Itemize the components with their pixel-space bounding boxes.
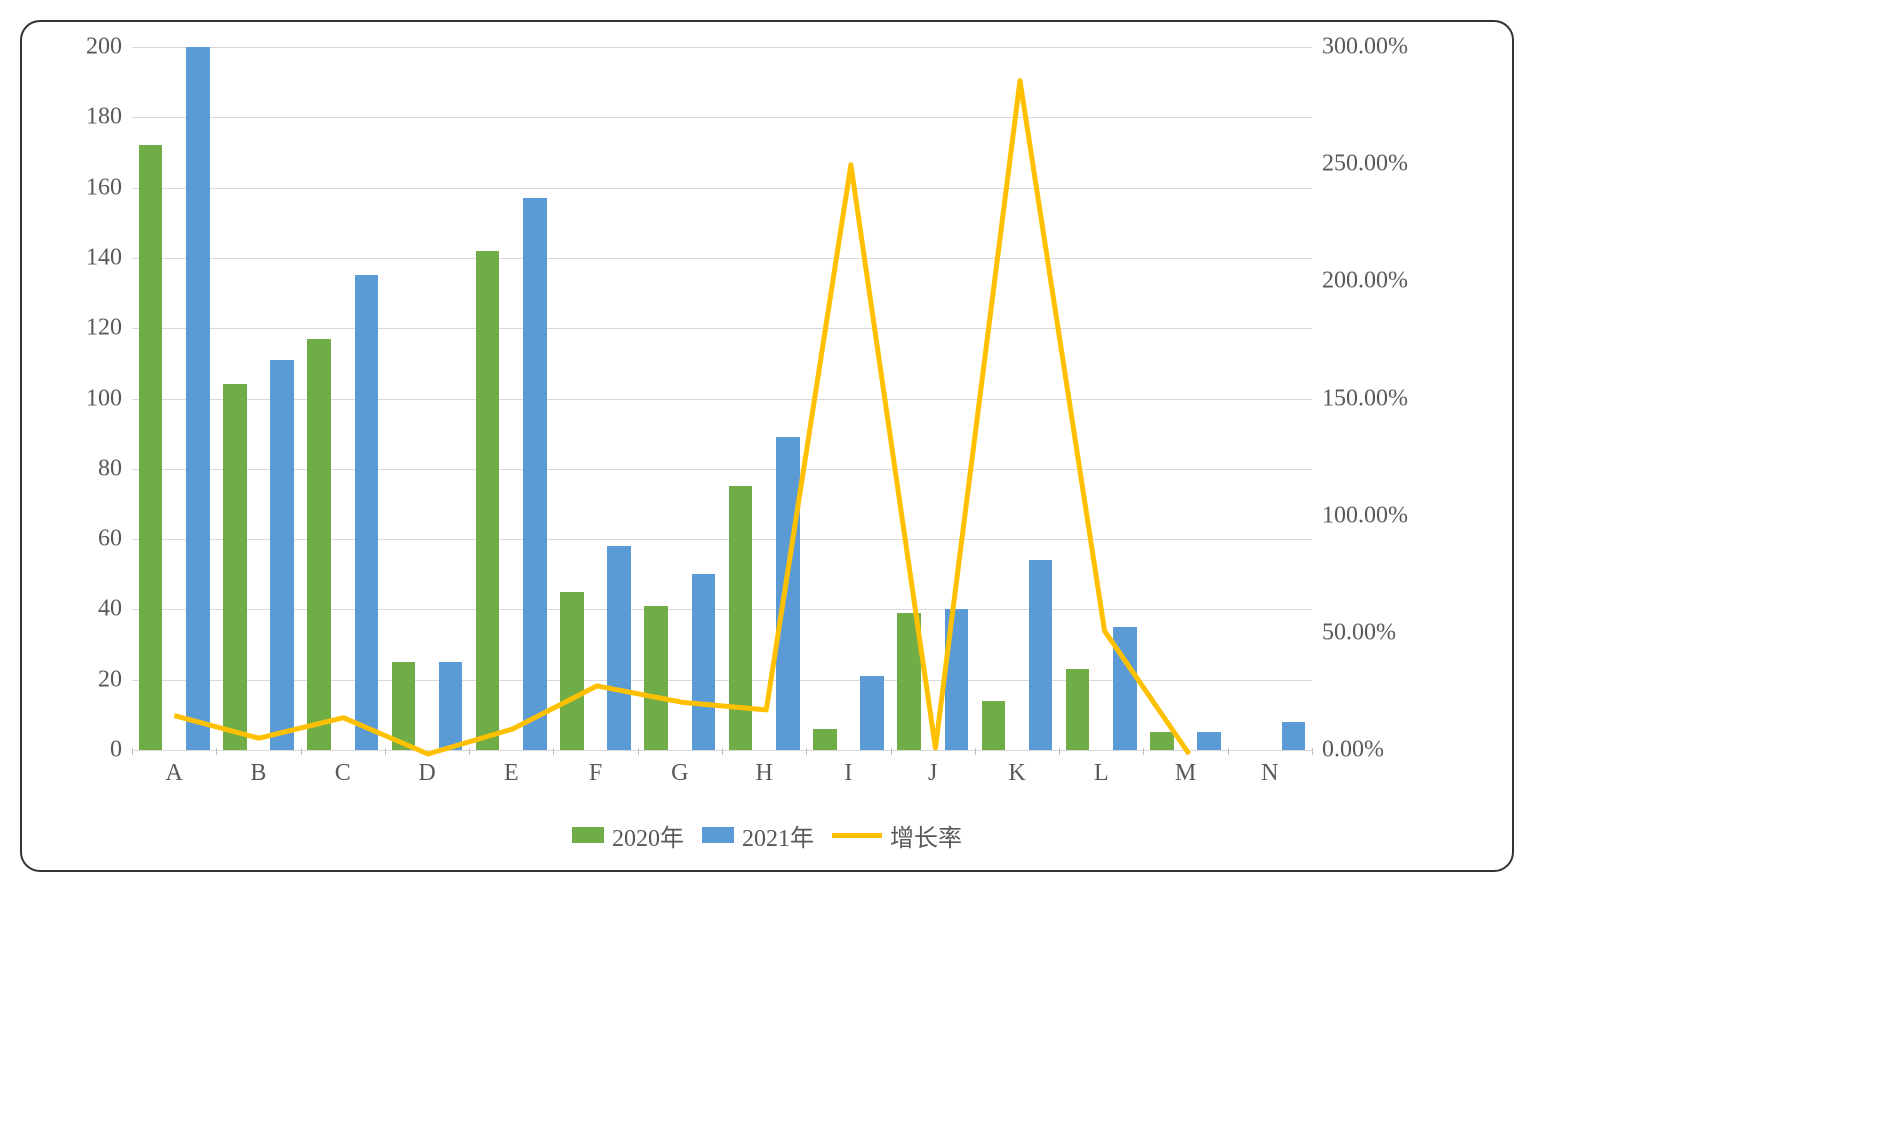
x-tick-label: M: [1175, 760, 1196, 787]
y-right-tick-label: 0.00%: [1322, 737, 1384, 764]
x-tick-mark: [638, 748, 639, 755]
x-tick-mark: [132, 748, 133, 755]
growth-line-path: [174, 81, 1189, 754]
x-tick-label: G: [671, 760, 688, 787]
x-tick-mark: [1143, 748, 1144, 755]
y-left-tick-label: 140: [86, 244, 122, 271]
x-tick-mark: [975, 748, 976, 755]
y-right-tick-label: 300.00%: [1322, 34, 1408, 61]
y-right-tick-label: 200.00%: [1322, 268, 1408, 295]
x-tick-label: B: [250, 760, 266, 787]
y-left-tick-label: 180: [86, 104, 122, 131]
plot-area: [132, 47, 1312, 750]
x-tick-label: K: [1008, 760, 1025, 787]
legend-item: 2021年: [702, 818, 814, 853]
x-tick-mark: [1312, 748, 1313, 755]
x-tick-mark: [216, 748, 217, 755]
y-left-tick-label: 20: [98, 666, 122, 693]
legend-line-swatch: [832, 833, 882, 838]
y-right-tick-label: 150.00%: [1322, 385, 1408, 412]
x-tick-label: A: [165, 760, 182, 787]
y-left-tick-label: 40: [98, 596, 122, 623]
x-tick-label: H: [755, 760, 772, 787]
legend-swatch: [702, 827, 734, 843]
legend-label: 2020年: [612, 818, 684, 853]
x-tick-mark: [385, 748, 386, 755]
x-tick-label: E: [504, 760, 519, 787]
combo-chart: 0 20 40 60 80 100 120 140 160 180 200 0.00% 50.00% 1…: [20, 20, 1514, 872]
x-tick-mark: [1059, 748, 1060, 755]
legend-label: 2021年: [742, 818, 814, 853]
x-tick-label: I: [844, 760, 852, 787]
y-left-tick-label: 80: [98, 455, 122, 482]
legend-item: 增长率: [832, 818, 962, 853]
y-left-tick-label: 100: [86, 385, 122, 412]
x-tick-label: N: [1261, 760, 1278, 787]
x-tick-mark: [722, 748, 723, 755]
x-axis: A B C D E F G H I J K L M N: [132, 755, 1312, 795]
y-right-tick-label: 100.00%: [1322, 502, 1408, 529]
y-right-tick-label: 250.00%: [1322, 151, 1408, 178]
growth-line: [132, 47, 1316, 754]
y-left-tick-label: 120: [86, 315, 122, 342]
x-tick-label: F: [589, 760, 602, 787]
x-tick-label: C: [335, 760, 351, 787]
y-left-tick-label: 160: [86, 174, 122, 201]
legend-label: 增长率: [890, 818, 962, 853]
legend-swatch: [572, 827, 604, 843]
legend: 2020年 2021年 增长率: [22, 815, 1512, 855]
y-left-tick-label: 60: [98, 526, 122, 553]
x-tick-mark: [469, 748, 470, 755]
y-left-tick-label: 200: [86, 34, 122, 61]
y-axis-right: 0.00%50.00%100.00%150.00%200.00%250.00%3…: [1322, 47, 1482, 750]
x-tick-label: J: [928, 760, 937, 787]
x-tick-mark: [806, 748, 807, 755]
x-tick-mark: [553, 748, 554, 755]
x-tick-mark: [1228, 748, 1229, 755]
x-tick-mark: [891, 748, 892, 755]
y-left-tick-label: 0: [110, 737, 122, 764]
y-right-tick-label: 50.00%: [1322, 619, 1396, 646]
y-axis-left: 020406080100120140160180200: [52, 47, 122, 750]
x-tick-label: L: [1094, 760, 1109, 787]
x-tick-label: D: [418, 760, 435, 787]
legend-item: 2020年: [572, 818, 684, 853]
x-tick-mark: [301, 748, 302, 755]
